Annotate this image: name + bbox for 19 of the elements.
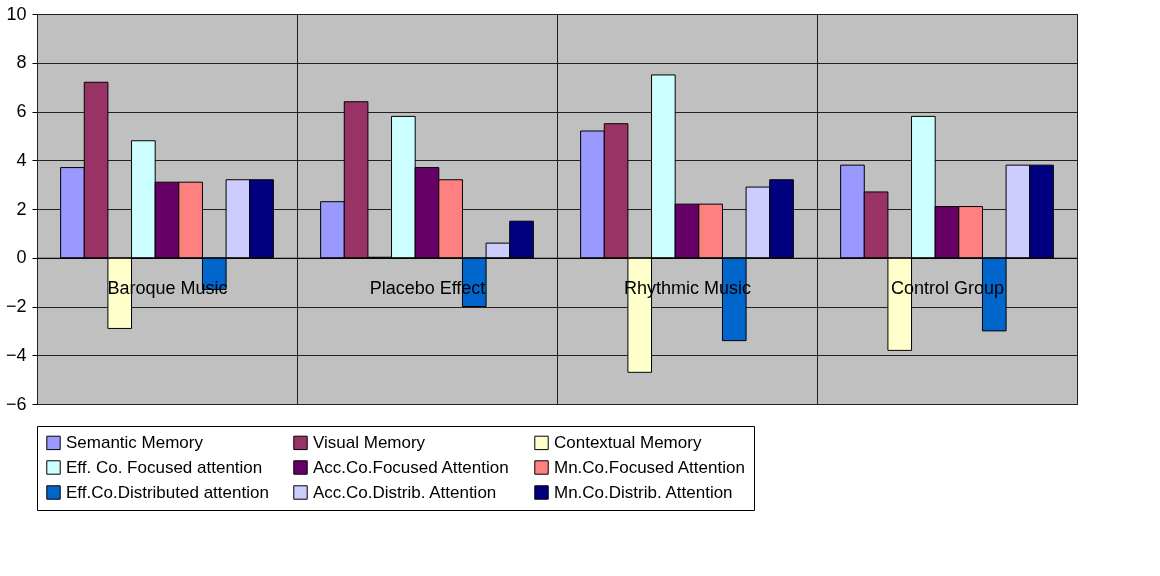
x-tick-label: Placebo Effect [369,278,486,299]
legend-label: Acc.Co.Focused Attention [313,457,509,477]
y-tick-label: −6 [5,393,27,414]
y-tick-label: 4 [16,149,27,170]
legend-label: Eff.Co.Distributed attention [66,482,269,502]
y-tick-label: 6 [16,101,27,121]
legend-label: Eff. Co. Focused attention [66,457,263,477]
y-tick-label: −4 [5,344,27,365]
y-tick-label: 10 [6,3,27,24]
legend-label: Contextual Memory [554,432,702,452]
legend-label: Semantic Memory [66,432,204,452]
y-tick-label: 2 [16,198,27,219]
legend-label: Mn.Co.Focused Attention [554,457,745,477]
legend-label: Acc.Co.Distrib. Attention [313,482,497,502]
legend-label: Mn.Co.Distrib. Attention [554,482,733,502]
y-tick-label: 0 [16,247,27,268]
legend-label: Visual Memory [313,432,426,452]
y-tick-label: −2 [5,296,27,316]
y-tick-label: 8 [16,52,27,73]
